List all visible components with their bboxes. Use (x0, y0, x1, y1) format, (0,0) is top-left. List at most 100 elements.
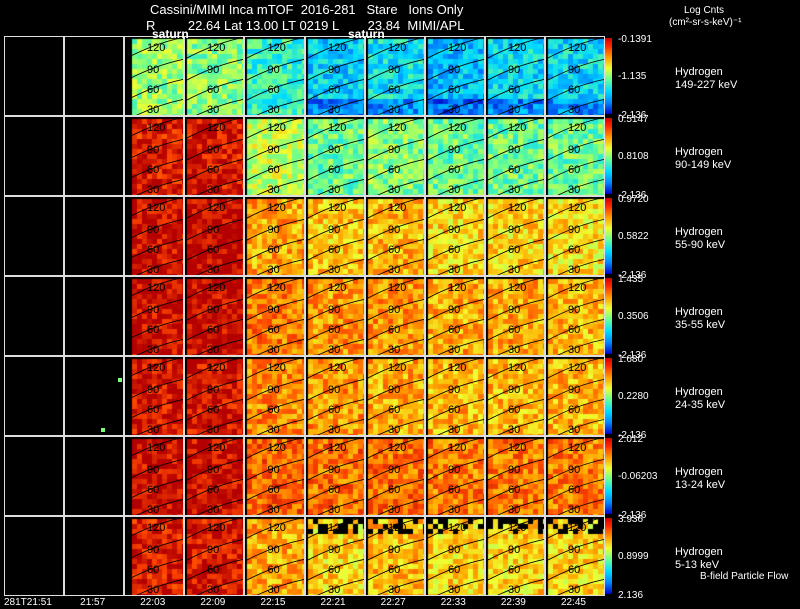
contour-label: 90 (508, 304, 520, 316)
contour-label: 120 (448, 442, 466, 454)
pitch-angle-contours: 120 90 60 30 (426, 437, 484, 515)
contour-label: 60 (568, 84, 580, 96)
image-cell: 120 90 60 30 (184, 276, 244, 356)
contour-line (497, 339, 544, 355)
contour-line (245, 117, 304, 140)
colorbar-value: 0.8999 (618, 551, 649, 562)
colorbar-value: 2.136 (618, 590, 644, 601)
contour-line (245, 399, 304, 422)
contour-line (185, 79, 243, 102)
contour-label: 120 (147, 282, 165, 294)
contour-label: 30 (448, 184, 460, 196)
image-cell: 120 90 60 30 (425, 436, 485, 516)
contour-label: 90 (568, 544, 580, 556)
contour-label: 30 (328, 264, 340, 276)
species-name: Hydrogen (675, 546, 723, 558)
pitch-angle-contours: 120 90 60 30 (245, 277, 304, 355)
stray-pixel (101, 428, 105, 432)
contour-label: 60 (268, 244, 280, 256)
contour-label: 60 (207, 484, 219, 496)
contour-line (366, 59, 424, 82)
contour-label: 120 (328, 202, 346, 214)
pitch-angle-contours: 120 90 60 30 (245, 437, 304, 515)
contour-label: 120 (388, 442, 406, 454)
contour-line (306, 197, 364, 220)
contour-label: 30 (448, 424, 460, 436)
colorbar-value: 1.680 (618, 354, 644, 365)
colorbar-value: -2.136 (618, 190, 647, 201)
image-cell: 120 90 60 30 (545, 516, 605, 596)
contour-label: 90 (448, 384, 460, 396)
pitch-angle-contours: 120 90 60 30 (306, 277, 364, 355)
image-cell: 120 90 60 30 (425, 516, 485, 596)
units-formula: (cm²-sr-s-keV)⁻¹ (669, 17, 742, 28)
contour-label: 90 (147, 224, 159, 236)
time-tick: 22:03 (140, 597, 166, 608)
colorbar (605, 438, 612, 514)
contour-line (125, 379, 183, 402)
contour-label: 30 (508, 504, 520, 516)
contour-line (437, 579, 484, 595)
stray-pixel (118, 378, 122, 382)
contour-label: 120 (268, 42, 286, 54)
contour-line (426, 517, 484, 540)
colorbar-value: 0.2280 (618, 391, 649, 402)
species-label: Hydrogen 90-149 keV (675, 146, 731, 172)
contour-line (306, 517, 364, 540)
contour-label: 120 (268, 122, 286, 134)
contour-line (486, 517, 544, 540)
contour-line (426, 239, 484, 262)
contour-label: 30 (388, 264, 400, 276)
image-cell: 120 90 60 30 (184, 36, 244, 116)
contour-label: 120 (328, 442, 346, 454)
contour-label: 120 (448, 362, 466, 374)
saturn-label: saturn (152, 27, 189, 41)
contour-label: 120 (207, 42, 225, 54)
contour-line (306, 319, 364, 342)
image-cell: 120 90 60 30 (184, 516, 244, 596)
contour-line (185, 299, 243, 322)
contour-label: 90 (268, 464, 280, 476)
contour-line (377, 579, 424, 595)
pitch-angle-contours: 120 90 60 30 (185, 37, 243, 115)
contour-label: 120 (388, 42, 406, 54)
contour-label: 30 (268, 584, 280, 596)
contour-line (245, 299, 304, 322)
contour-label: 30 (508, 104, 520, 116)
contour-label: 120 (508, 522, 526, 534)
pitch-angle-contours: 120 90 60 30 (306, 117, 364, 195)
contour-label: 30 (147, 424, 159, 436)
contour-line (557, 579, 604, 595)
contour-line (185, 239, 243, 262)
contour-label: 120 (147, 122, 165, 134)
contour-line (426, 277, 484, 300)
pitch-angle-contours: 120 90 60 30 (426, 117, 484, 196)
pitch-angle-contours: 120 90 60 30 (125, 437, 183, 515)
contour-line (426, 219, 484, 242)
contour-line (196, 499, 243, 515)
contour-line (196, 339, 243, 355)
contour-line (185, 37, 243, 60)
contour-line (426, 459, 484, 482)
pitch-angle-contours: 120 90 60 30 (546, 37, 604, 115)
contour-label: 120 (508, 362, 526, 374)
image-cell: 120 90 60 30 (244, 276, 305, 356)
image-cell: 120 90 60 30 (365, 436, 425, 516)
colorbar-value: -1.135 (618, 71, 647, 82)
contour-line (317, 579, 364, 595)
contour-line (306, 139, 364, 162)
plot-title: Cassini/MIMI Inca mTOF 2016-281 Stare Io… (150, 2, 464, 17)
contour-label: 120 (328, 42, 346, 54)
image-cell: 120 90 60 30 (365, 116, 425, 196)
contour-label: 90 (207, 224, 219, 236)
contour-line (306, 559, 364, 582)
contour-label: 90 (508, 544, 520, 556)
contour-line (426, 37, 484, 60)
contour-line (245, 197, 304, 220)
contour-label: 120 (508, 202, 526, 214)
contour-label: 60 (388, 244, 400, 256)
contour-line (306, 239, 364, 262)
contour-line (437, 99, 484, 115)
image-cell: 120 90 60 30 (545, 356, 605, 436)
contour-line (185, 517, 243, 540)
